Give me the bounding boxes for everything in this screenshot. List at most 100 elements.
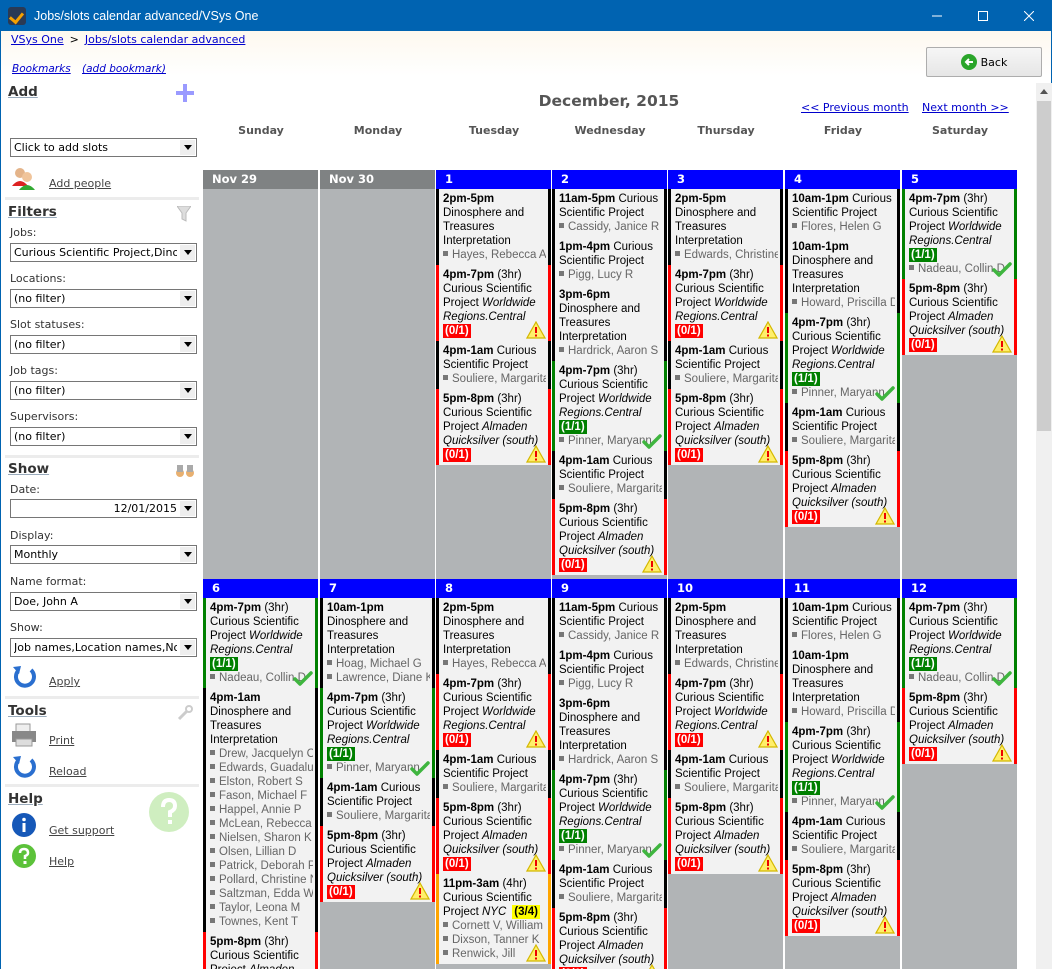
calendar-day-cell[interactable]: 5 4pm-7pm (3hr) Curious Scientific Projec…	[902, 170, 1017, 579]
slot-event[interactable]: 4pm-7pm (3hr) Curious Scientific Project…	[785, 722, 900, 812]
assigned-person[interactable]: Souliere, Margarita	[443, 372, 546, 386]
assigned-person[interactable]: Elston, Robert S	[210, 775, 313, 789]
slot-event[interactable]: 4pm-7pm (3hr) Curious Scientific Project…	[668, 265, 783, 341]
slot-event[interactable]: 11pm-3am (4hr) Curious Scientific Projec…	[436, 874, 551, 964]
calendar-day-cell[interactable]: 4 10am-1pm Curious Scientific Project Flor…	[785, 170, 900, 579]
assigned-person[interactable]: Patrick, Deborah P	[210, 859, 313, 873]
calendar-day-cell[interactable]: 11 10am-1pm Curious Scientific Project Flo…	[785, 579, 900, 969]
apply-action[interactable]: Apply	[11, 664, 80, 688]
calendar-day-cell[interactable]: 12 4pm-7pm (3hr) Curious Scientific Proje…	[902, 579, 1017, 969]
day-number[interactable]: 2	[552, 170, 667, 189]
assigned-person[interactable]: Hardrick, Aaron S	[559, 344, 662, 358]
day-number[interactable]: Nov 30	[320, 170, 435, 189]
assigned-person[interactable]: Pigg, Lucy R	[559, 677, 662, 691]
day-number[interactable]: 10	[668, 579, 783, 598]
slot-event[interactable]: 10am-1pm Curious Scientific Project Flore…	[785, 598, 900, 646]
slot-event[interactable]: 4pm-7pm (3hr) Curious Scientific Project…	[320, 688, 435, 778]
slot-event[interactable]: 4pm-1am Curious Scientific Project Soulie…	[320, 778, 435, 826]
locations-select[interactable]: (no filter)	[10, 289, 197, 308]
slot-event[interactable]: 11am-5pm Curious Scientific Project Cassi…	[552, 189, 667, 237]
assigned-person[interactable]: Pollard, Christine N	[210, 873, 313, 887]
jobs-select[interactable]: Curious Scientific Project,Dinosphere an…	[10, 243, 197, 262]
assigned-person[interactable]: Hayes, Rebecca A	[443, 657, 546, 671]
slot-event[interactable]: 11am-5pm Curious Scientific Project Cassi…	[552, 598, 667, 646]
assigned-person[interactable]: Townes, Kent T	[210, 915, 313, 929]
slot-event[interactable]: 4pm-1am Dinosphere and Treasures Interpr…	[203, 688, 318, 932]
calendar-day-cell[interactable]: 10 2pm-5pm Dinosphere and Treasures Inter…	[668, 579, 783, 969]
slot-event[interactable]: 4pm-7pm (3hr) Curious Scientific Project…	[902, 189, 1017, 279]
slot-event[interactable]: 5pm-8pm (3hr) Curious Scientific Project…	[785, 451, 900, 527]
slot-event[interactable]: 5pm-8pm (3hr) Curious Scientific Project…	[436, 389, 551, 465]
assigned-person[interactable]: Souliere, Margarita	[675, 781, 778, 795]
show-select[interactable]: Job names,Location names,Non-slot	[10, 638, 197, 657]
slot-event[interactable]: 5pm-8pm (3hr) Curious Scientific Project…	[320, 826, 435, 902]
name-format-select[interactable]: Doe, John A	[10, 592, 197, 611]
help-action[interactable]: Help	[11, 844, 74, 868]
slot-event[interactable]: 4pm-7pm (3hr) Curious Scientific Project…	[552, 361, 667, 451]
day-number[interactable]: 8	[436, 579, 551, 598]
get-support-action[interactable]: Get support	[11, 813, 114, 837]
slot-event[interactable]: 4pm-1am Curious Scientific Project Soulie…	[552, 860, 667, 908]
day-number[interactable]: 11	[785, 579, 900, 598]
maximize-button[interactable]	[960, 0, 1006, 31]
assigned-person[interactable]: Cassidy, Janice R	[559, 220, 662, 234]
assigned-person[interactable]: Edwards, Christine	[675, 657, 778, 671]
assigned-person[interactable]: Cassidy, Janice R	[559, 629, 662, 643]
slot-event[interactable]: 5pm-8pm (3hr) Curious Scientific Project…	[552, 908, 667, 969]
slot-event[interactable]: 3pm-6pm Dinosphere and Treasures Interpr…	[552, 285, 667, 361]
assigned-person[interactable]: Lawrence, Diane K	[327, 671, 430, 685]
assigned-person[interactable]: Souliere, Margarita	[327, 809, 430, 823]
slot-event[interactable]: 3pm-6pm Dinosphere and Treasures Interpr…	[552, 694, 667, 770]
assigned-person[interactable]: Saltzman, Edda W	[210, 887, 313, 901]
slot-event[interactable]: 4pm-7pm (3hr) Curious Scientific Project…	[668, 674, 783, 750]
assigned-person[interactable]: Souliere, Margarita	[559, 891, 662, 905]
day-number[interactable]: 1	[436, 170, 551, 189]
slot-event[interactable]: 2pm-5pm Dinosphere and Treasures Interpr…	[668, 598, 783, 674]
assigned-person[interactable]: Hardrick, Aaron S	[559, 753, 662, 767]
calendar-day-cell[interactable]: 6 4pm-7pm (3hr) Curious Scientific Projec…	[203, 579, 318, 969]
slot-statuses-select[interactable]: (no filter)	[10, 335, 197, 354]
assigned-person[interactable]: Dixson, Tanner K	[443, 933, 546, 947]
scrollbar-thumb[interactable]	[1037, 101, 1051, 431]
slot-event[interactable]: 4pm-1am Curious Scientific Project Soulie…	[436, 341, 551, 389]
assigned-person[interactable]: Pinner, Maryann	[559, 434, 662, 448]
slot-event[interactable]: 10am-1pm Dinosphere and Treasures Interp…	[320, 598, 435, 688]
day-number[interactable]: 4	[785, 170, 900, 189]
breadcrumb-home-link[interactable]: VSys One	[11, 33, 64, 46]
assigned-person[interactable]: Taylor, Leona M	[210, 901, 313, 915]
assigned-person[interactable]: Pinner, Maryann	[327, 761, 430, 775]
close-button[interactable]	[1006, 0, 1052, 31]
get-support-link[interactable]: Get support	[49, 824, 115, 837]
reload-action[interactable]: Reload	[11, 754, 86, 778]
assigned-person[interactable]: McLean, Rebecca S	[210, 817, 313, 831]
calendar-day-cell[interactable]: 7 10am-1pm Dinosphere and Treasures Inter…	[320, 579, 435, 969]
calendar-day-cell[interactable]: 9 11am-5pm Curious Scientific Project Cass…	[552, 579, 667, 969]
slot-event[interactable]: 2pm-5pm Dinosphere and Treasures Interpr…	[668, 189, 783, 265]
slot-event[interactable]: 4pm-1am Curious Scientific Project Soulie…	[668, 341, 783, 389]
assigned-person[interactable]: Hoag, Michael G	[327, 657, 430, 671]
assigned-person[interactable]: Happel, Annie P	[210, 803, 313, 817]
assigned-person[interactable]: Howard, Priscilla D	[792, 705, 895, 719]
assigned-person[interactable]: Hayes, Rebecca A	[443, 248, 546, 262]
slot-event[interactable]: 4pm-1am Curious Scientific Project Soulie…	[552, 451, 667, 499]
assigned-person[interactable]: Souliere, Margarita	[559, 482, 662, 496]
assigned-person[interactable]: Nielsen, Sharon K	[210, 831, 313, 845]
assigned-person[interactable]: Cornett V, William	[443, 919, 546, 933]
day-number[interactable]: 9	[552, 579, 667, 598]
assigned-person[interactable]: Edwards, Christine	[675, 248, 778, 262]
assigned-person[interactable]: Edwards, Guadalupe	[210, 761, 313, 775]
calendar-day-cell[interactable]: 3 2pm-5pm Dinosphere and Treasures Interp…	[668, 170, 783, 579]
vertical-scrollbar[interactable]	[1036, 83, 1052, 969]
slot-event[interactable]: 2pm-5pm Dinosphere and Treasures Interpr…	[436, 189, 551, 265]
supervisors-select[interactable]: (no filter)	[10, 427, 197, 446]
slot-event[interactable]: 5pm-8pm (3hr) Curious Scientific Project…	[902, 688, 1017, 764]
assigned-person[interactable]: Pinner, Maryann	[559, 843, 662, 857]
assigned-person[interactable]: Nadeau, Collin D	[210, 671, 313, 685]
breadcrumb-current-link[interactable]: Jobs/slots calendar advanced	[84, 33, 246, 46]
add-people-action[interactable]: Add people	[11, 166, 111, 190]
assigned-person[interactable]: Nadeau, Collin D	[909, 671, 1012, 685]
slot-event[interactable]: 1pm-4pm Curious Scientific Project Pigg, …	[552, 646, 667, 694]
slot-event[interactable]: 4pm-7pm (3hr) Curious Scientific Project…	[436, 265, 551, 341]
calendar-day-cell[interactable]: 8 2pm-5pm Dinosphere and Treasures Interp…	[436, 579, 551, 969]
reload-link[interactable]: Reload	[49, 765, 87, 778]
